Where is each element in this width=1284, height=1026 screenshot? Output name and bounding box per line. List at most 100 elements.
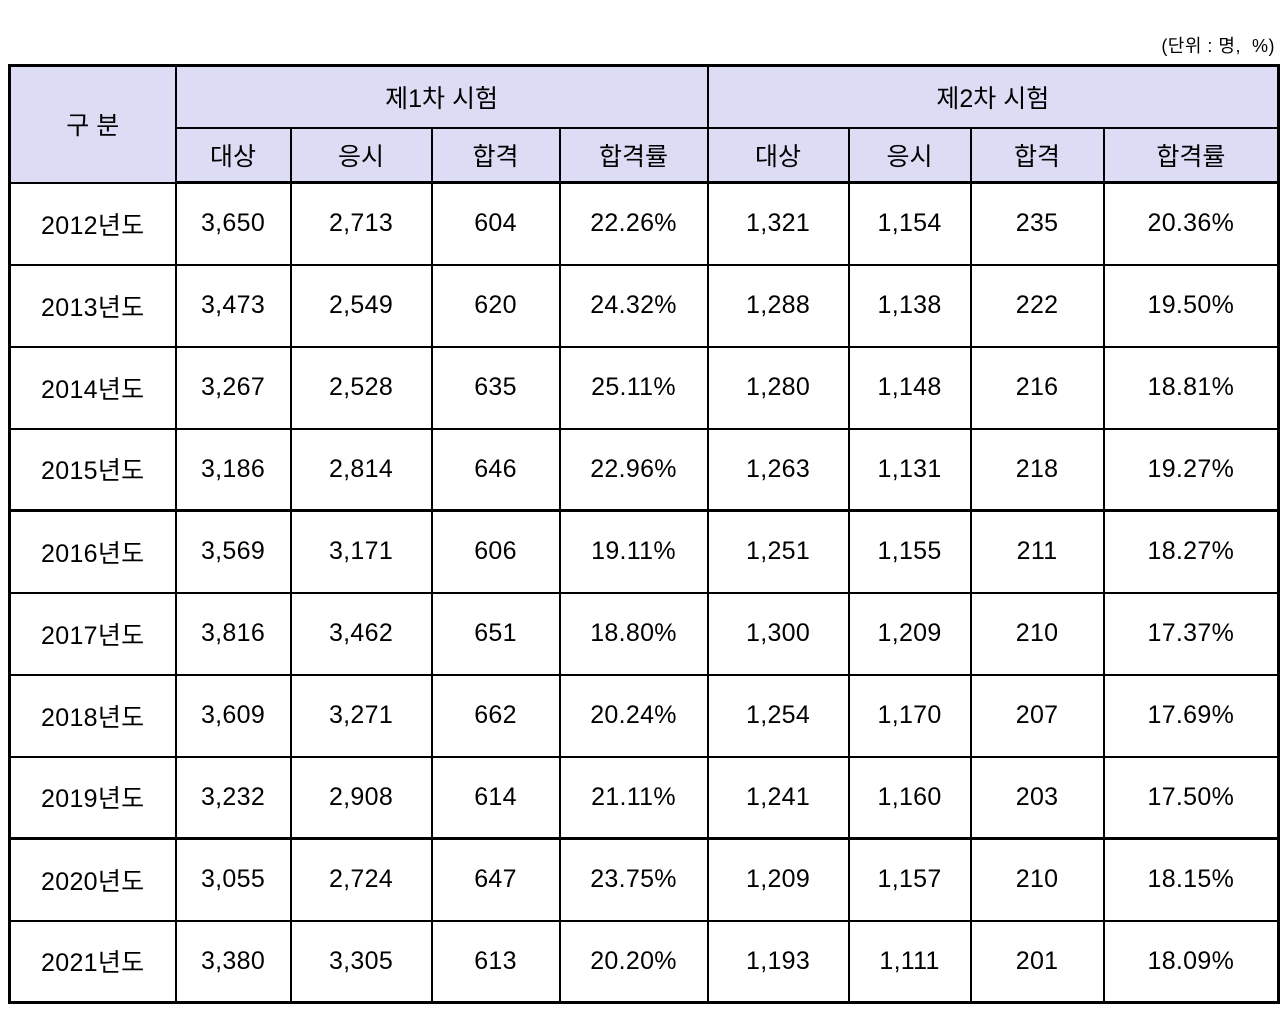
year-cell: 2012년도 xyxy=(8,181,177,266)
table-row: 2015년도 3,186 2,814 646 22.96% 1,263 1,131 218 19… xyxy=(8,427,1280,512)
table-header: 구 분 제1차 시험 제2차 시험 대상 응시 합격 합격률 대상 응시 합격 … xyxy=(8,64,1280,184)
data-cell: 20.36% xyxy=(1102,181,1280,266)
exam-header-row: 구 분 제1차 시험 제2차 시험 xyxy=(8,64,1280,184)
data-cell: 1,148 xyxy=(847,345,972,430)
data-cell: 1,131 xyxy=(847,427,972,512)
data-cell: 3,267 xyxy=(174,345,292,430)
year-cell: 2017년도 xyxy=(8,591,177,676)
data-cell: 211 xyxy=(969,509,1105,594)
data-cell: 3,305 xyxy=(289,919,433,1004)
table-row: 2016년도 3,569 3,171 606 19.11% 1,251 1,155 211 18… xyxy=(8,509,1280,594)
data-cell: 1,280 xyxy=(706,345,850,430)
data-cell: 18.15% xyxy=(1102,837,1280,922)
data-cell: 662 xyxy=(430,673,561,758)
subheader-exam1-target: 대상 xyxy=(174,126,292,184)
data-cell: 17.37% xyxy=(1102,591,1280,676)
data-cell: 18.81% xyxy=(1102,345,1280,430)
data-cell: 613 xyxy=(430,919,561,1004)
data-cell: 651 xyxy=(430,591,561,676)
year-cell: 2014년도 xyxy=(8,345,177,430)
data-cell: 1,209 xyxy=(706,837,850,922)
data-cell: 18.80% xyxy=(558,591,709,676)
year-cell: 2019년도 xyxy=(8,755,177,840)
data-cell: 19.50% xyxy=(1102,263,1280,348)
data-cell: 3,650 xyxy=(174,181,292,266)
header-exam2: 제2차 시험 xyxy=(706,64,1280,129)
data-cell: 22.26% xyxy=(558,181,709,266)
subheader-exam2-passed: 합격 xyxy=(969,126,1105,184)
data-cell: 2,724 xyxy=(289,837,433,922)
data-cell: 3,271 xyxy=(289,673,433,758)
table-row: 2018년도 3,609 3,271 662 20.24% 1,254 1,170 207 17… xyxy=(8,673,1280,758)
data-cell: 3,380 xyxy=(174,919,292,1004)
year-cell: 2015년도 xyxy=(8,427,177,512)
data-cell: 20.24% xyxy=(558,673,709,758)
table-body: 2012년도 3,650 2,713 604 22.26% 1,321 1,154 235 20… xyxy=(8,181,1280,1004)
year-cell: 2021년도 xyxy=(8,919,177,1004)
data-cell: 17.69% xyxy=(1102,673,1280,758)
data-cell: 2,814 xyxy=(289,427,433,512)
data-cell: 2,908 xyxy=(289,755,433,840)
table-row: 2019년도 3,232 2,908 614 21.11% 1,241 1,160 203 17… xyxy=(8,755,1280,840)
data-cell: 3,473 xyxy=(174,263,292,348)
data-cell: 3,609 xyxy=(174,673,292,758)
data-cell: 1,138 xyxy=(847,263,972,348)
table-row: 2013년도 3,473 2,549 620 24.32% 1,288 1,138 222 19… xyxy=(8,263,1280,348)
subheader-exam2-pass-rate: 합격률 xyxy=(1102,126,1280,184)
data-cell: 19.27% xyxy=(1102,427,1280,512)
data-cell: 614 xyxy=(430,755,561,840)
data-cell: 646 xyxy=(430,427,561,512)
data-cell: 22.96% xyxy=(558,427,709,512)
exam-statistics-table: 구 분 제1차 시험 제2차 시험 대상 응시 합격 합격률 대상 응시 합격 … xyxy=(8,64,1281,1004)
data-cell: 18.27% xyxy=(1102,509,1280,594)
data-cell: 207 xyxy=(969,673,1105,758)
year-cell: 2020년도 xyxy=(8,837,177,922)
data-cell: 1,288 xyxy=(706,263,850,348)
year-cell: 2018년도 xyxy=(8,673,177,758)
data-cell: 620 xyxy=(430,263,561,348)
table-row: 2021년도 3,380 3,305 613 20.20% 1,193 1,111 201 18… xyxy=(8,919,1280,1004)
data-cell: 1,160 xyxy=(847,755,972,840)
year-cell: 2016년도 xyxy=(8,509,177,594)
data-cell: 1,157 xyxy=(847,837,972,922)
data-cell: 635 xyxy=(430,345,561,430)
data-cell: 1,263 xyxy=(706,427,850,512)
data-cell: 3,816 xyxy=(174,591,292,676)
data-cell: 1,209 xyxy=(847,591,972,676)
data-cell: 1,300 xyxy=(706,591,850,676)
data-cell: 1,154 xyxy=(847,181,972,266)
data-cell: 201 xyxy=(969,919,1105,1004)
data-cell: 222 xyxy=(969,263,1105,348)
data-cell: 1,155 xyxy=(847,509,972,594)
subheader-exam2-target: 대상 xyxy=(706,126,850,184)
data-cell: 1,111 xyxy=(847,919,972,1004)
data-cell: 218 xyxy=(969,427,1105,512)
data-cell: 1,321 xyxy=(706,181,850,266)
data-cell: 604 xyxy=(430,181,561,266)
data-cell: 3,186 xyxy=(174,427,292,512)
data-cell: 1,241 xyxy=(706,755,850,840)
data-cell: 3,232 xyxy=(174,755,292,840)
data-cell: 17.50% xyxy=(1102,755,1280,840)
data-cell: 3,462 xyxy=(289,591,433,676)
data-cell: 18.09% xyxy=(1102,919,1280,1004)
data-cell: 2,713 xyxy=(289,181,433,266)
data-cell: 25.11% xyxy=(558,345,709,430)
data-cell: 3,055 xyxy=(174,837,292,922)
data-cell: 2,528 xyxy=(289,345,433,430)
data-cell: 210 xyxy=(969,837,1105,922)
subheader-exam2-applied: 응시 xyxy=(847,126,972,184)
data-cell: 23.75% xyxy=(558,837,709,922)
data-cell: 20.20% xyxy=(558,919,709,1004)
unit-label: (단위 : 명, %) xyxy=(1161,36,1275,56)
header-category: 구 분 xyxy=(8,64,177,184)
data-cell: 647 xyxy=(430,837,561,922)
table-row: 2017년도 3,816 3,462 651 18.80% 1,300 1,209 210 17… xyxy=(8,591,1280,676)
data-cell: 1,251 xyxy=(706,509,850,594)
subheader-exam1-pass-rate: 합격률 xyxy=(558,126,709,184)
data-cell: 3,569 xyxy=(174,509,292,594)
subheader-exam1-passed: 합격 xyxy=(430,126,561,184)
data-cell: 3,171 xyxy=(289,509,433,594)
table-row: 2014년도 3,267 2,528 635 25.11% 1,280 1,148 216 18… xyxy=(8,345,1280,430)
